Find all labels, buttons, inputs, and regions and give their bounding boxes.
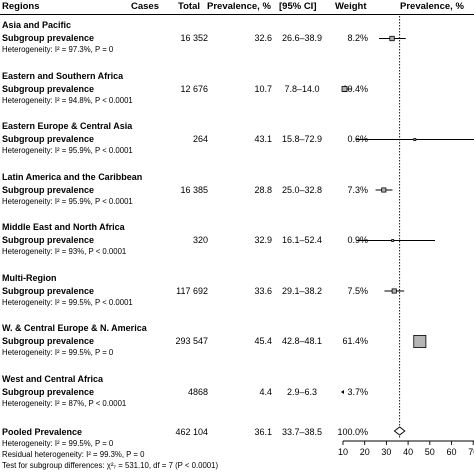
subgroup-weight: 8.2% <box>347 33 368 43</box>
header-plot-label: Prevalence, % <box>400 1 464 12</box>
x-tick-label: 60 <box>446 447 456 457</box>
estimate-square <box>381 187 387 193</box>
estimate-square <box>413 335 427 348</box>
estimate-square <box>391 239 395 242</box>
estimate-square <box>389 35 395 42</box>
header-weight: Weight <box>335 1 367 12</box>
subgroup-label: Subgroup prevalence <box>2 184 95 195</box>
subgroup-label: Subgroup prevalence <box>2 235 95 245</box>
subgroup-ci: 2.9–6.3 <box>286 386 318 397</box>
subgroup-ci: 26.6–38.9 <box>281 33 323 43</box>
x-tick-label: 40 <box>403 447 413 457</box>
subgroup-prev: 4.4 <box>259 386 272 397</box>
pooled-ci: 33.7–38.5 <box>281 427 323 437</box>
subgroup-prev: 33.6 <box>254 285 272 296</box>
subgroup-total: 293 547 <box>175 336 208 346</box>
subgroup-ci: 29.1–38.2 <box>281 285 323 296</box>
subgroup-label: Subgroup prevalence <box>2 33 95 43</box>
header-total: Total <box>178 1 200 12</box>
pooled-weight: 100.0% <box>337 427 368 437</box>
heterogeneity-text: Heterogeneity: I² = 87%, P < 0.0001 <box>2 398 127 408</box>
estimate-square <box>391 288 397 294</box>
estimate-square <box>413 138 417 141</box>
estimate-square <box>341 86 348 92</box>
pooled-total: 462 104 <box>175 427 208 437</box>
subgroup-prev: 28.8 <box>254 184 272 195</box>
region-label: Middle East and North Africa <box>2 222 125 232</box>
subgroup-prev: 32.9 <box>254 235 272 245</box>
header-rule <box>0 14 474 15</box>
x-tick-label: 30 <box>381 447 391 457</box>
region-label: Multi-Region <box>2 272 57 283</box>
subgroup-weight: 7.3% <box>347 184 368 195</box>
subgroup-label: Subgroup prevalence <box>2 134 95 144</box>
pooled-label: Pooled Prevalence <box>2 427 83 437</box>
subgroup-total: 4868 <box>187 386 208 397</box>
heterogeneity-text: Heterogeneity: I² = 94.8%, P < 0.0001 <box>2 95 133 105</box>
subgroup-ci: 16.1–52.4 <box>281 235 323 245</box>
heterogeneity-text: Heterogeneity: I² = 99.5%, P < 0.0001 <box>2 297 133 307</box>
subgroup-weight: 7.5% <box>347 285 368 296</box>
subgroup-total: 320 <box>192 235 208 245</box>
x-tick-label: 50 <box>425 447 435 457</box>
x-tick-label: 20 <box>360 447 370 457</box>
heterogeneity-text: Heterogeneity: I² = 95.9%, P < 0.0001 <box>2 196 133 206</box>
subgroup-prev: 45.4 <box>254 336 272 346</box>
header-regions: Regions <box>2 1 40 12</box>
subgroup-label: Subgroup prevalence <box>2 386 95 397</box>
pooled-diamond <box>393 426 406 436</box>
subgroup-prev: 10.7 <box>254 83 272 94</box>
subgroup-label: Subgroup prevalence <box>2 285 95 296</box>
subgroup-weight: 10.4% <box>342 83 368 94</box>
region-label: Asia and Pacific <box>2 20 72 30</box>
residual-heterogeneity: Residual heterogeneity: I² = 99.3%, P = … <box>2 450 145 459</box>
heterogeneity-text: Heterogeneity: I² = 95.9%, P < 0.0001 <box>2 146 133 155</box>
subgroup-ci: 15.8–72.9 <box>281 134 323 144</box>
subgroup-total: 264 <box>192 134 208 144</box>
region-label: Latin America and the Caribbean <box>2 171 143 182</box>
subgroup-weight: 61.4% <box>342 336 368 346</box>
heterogeneity-text: Heterogeneity: I² = 93%, P < 0.0001 <box>2 247 127 256</box>
subgroup-ci: 25.0–32.8 <box>281 184 323 195</box>
subgroup-prev: 32.6 <box>254 33 272 43</box>
subgroup-prev: 43.1 <box>254 134 272 144</box>
heterogeneity-text: Heterogeneity: I² = 97.3%, P = 0 <box>2 45 114 54</box>
heterogeneity-text: Heterogeneity: I² = 99.5%, P = 0 <box>2 348 114 357</box>
subgroup-weight: 3.7% <box>347 386 368 397</box>
region-label: Eastern Europe & Central Asia <box>2 121 133 131</box>
header-prevalence: Prevalence, % <box>207 1 271 12</box>
subgroup-label: Subgroup prevalence <box>2 83 95 94</box>
x-tick-label: 10 <box>338 447 348 457</box>
subgroup-total: 16 385 <box>180 184 208 195</box>
region-label: West and Central Africa <box>2 373 104 384</box>
out-of-range-arrow <box>341 390 344 394</box>
subgroup-label: Subgroup prevalence <box>2 336 95 346</box>
subgroup-ci: 7.8–14.0 <box>284 83 320 94</box>
region-label: Eastern and Southern Africa <box>2 70 124 81</box>
subgroup-weight: 0.6% <box>347 134 368 144</box>
pooled-heterogeneity: Heterogeneity: I² = 99.5%, P = 0 <box>2 439 114 448</box>
region-label: W. & Central Europe & N. America <box>2 323 147 333</box>
header-cases: Cases <box>131 1 159 12</box>
subgroup-weight: 0.9% <box>347 235 368 245</box>
pooled-prev: 36.1 <box>254 427 272 437</box>
header-ci: [95% CI] <box>279 1 317 12</box>
x-tick-label: 70 <box>468 447 474 457</box>
subgroup-ci: 42.8–48.1 <box>281 336 323 346</box>
subgroup-total: 117 692 <box>176 285 208 296</box>
subgroup-total: 16 352 <box>180 33 208 43</box>
subgroup-test: Test for subgroup differences: χ²₇ = 531… <box>2 461 219 470</box>
subgroup-total: 12 676 <box>180 83 208 94</box>
